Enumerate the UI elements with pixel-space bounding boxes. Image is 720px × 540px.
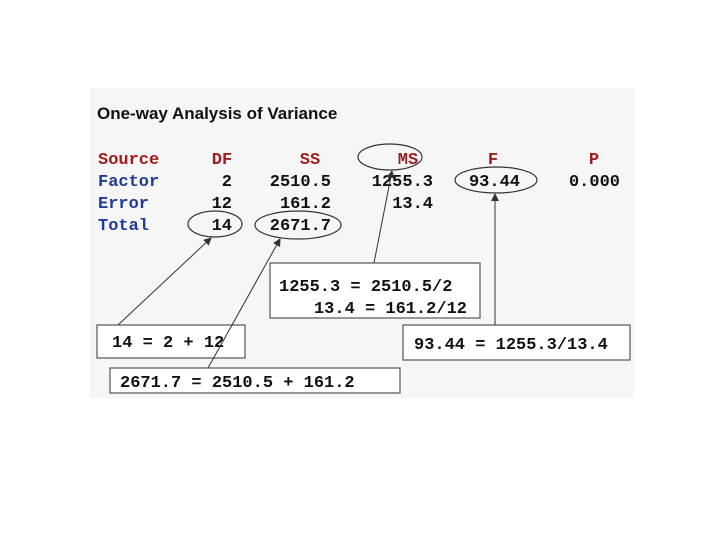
cell: 2 — [222, 173, 232, 192]
cell: 13.4 — [392, 195, 433, 214]
ms-box — [269, 262, 481, 319]
ms-formula: 13.4 = 161.2/12 — [314, 300, 467, 319]
df-ellipse — [187, 210, 243, 238]
cell: 14 — [212, 217, 232, 236]
cell: 12 — [212, 195, 232, 214]
df-formula: 14 = 2 + 12 — [112, 334, 224, 353]
f-box — [402, 324, 631, 361]
arrow — [207, 238, 281, 369]
column-header: MS — [398, 151, 418, 170]
ms-ellipse — [357, 143, 423, 171]
column-header: P — [589, 151, 599, 170]
ss-formula: 2671.7 = 2510.5 + 161.2 — [120, 374, 355, 393]
ss-box — [109, 367, 401, 394]
row-label: Factor — [98, 173, 159, 192]
title: One-way Analysis of Variance — [97, 104, 337, 123]
cell: 161.2 — [280, 195, 331, 214]
cell: 93.44 — [469, 173, 520, 192]
cell: 2510.5 — [270, 173, 331, 192]
row-label: Total — [98, 217, 149, 236]
row-label: Error — [98, 195, 149, 214]
ss-ellipse — [254, 210, 342, 240]
column-header: DF — [212, 151, 232, 170]
cell: 2671.7 — [270, 217, 331, 236]
anova-table: Source DF SS MS F P Factor 2 2510.5 1255.3 93.44 0.… — [98, 151, 620, 236]
column-header: F — [488, 151, 498, 170]
f-formula: 93.44 = 1255.3/13.4 — [414, 336, 608, 355]
df-box — [96, 324, 246, 359]
column-header: Source — [98, 151, 159, 170]
column-header: SS — [300, 151, 320, 170]
arrow — [117, 237, 212, 326]
ms-formula: 1255.3 = 2510.5/2 — [279, 278, 452, 297]
cell: 0.000 — [569, 173, 620, 192]
arrow — [373, 170, 395, 264]
cell: 1255.3 — [372, 173, 433, 192]
